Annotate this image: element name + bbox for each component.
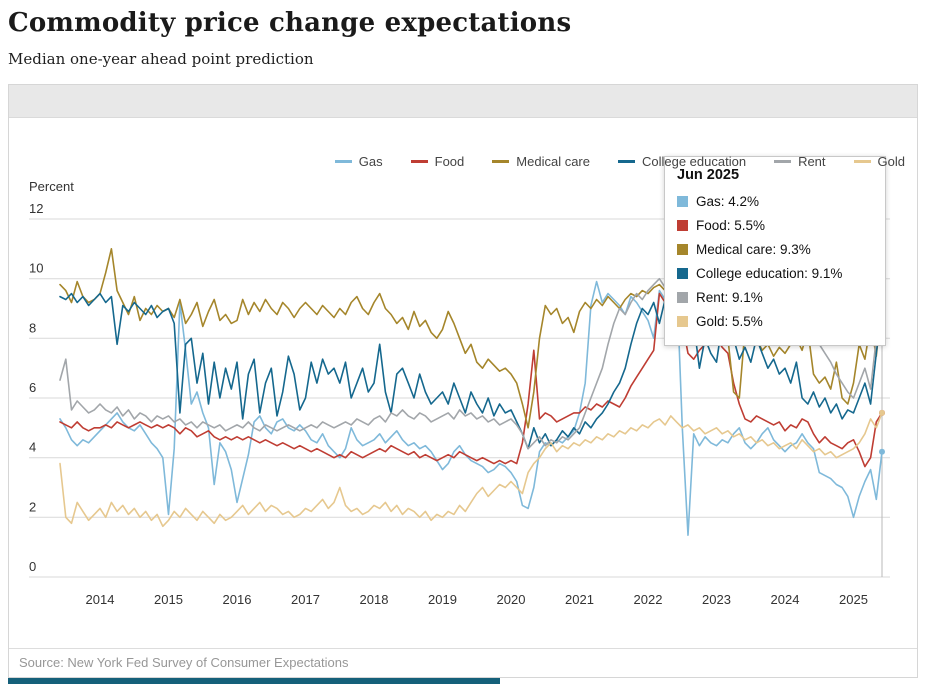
y-axis-tick-label: 10 (29, 261, 43, 276)
tooltip-swatch-medical-care (677, 243, 688, 255)
x-axis-tick-label: 2017 (291, 592, 320, 607)
legend-item-gas[interactable]: Gas (334, 154, 383, 169)
chart-tooltip: Jun 2025 Gas: 4.2% Food: 5.5% Medical care… (664, 156, 886, 346)
series-end-dot-gold (879, 409, 885, 416)
legend-item-college-education[interactable]: College education (617, 154, 747, 169)
x-axis-tick-label: 2024 (771, 592, 800, 607)
legend-label: Food (434, 154, 465, 169)
chart-footer: Source: New York Fed Survey of Consumer … (9, 648, 917, 677)
tooltip-row-gold: Gold: 5.5% (677, 309, 873, 333)
page-subtitle: Median one-year ahead point prediction (8, 50, 314, 68)
tooltip-row-college-education: College education: 9.1% (677, 261, 873, 285)
tooltip-value: Gas: 4.2% (696, 193, 760, 209)
x-axis-tick-label: 2018 (360, 592, 389, 607)
source-text: Source: New York Fed Survey of Consumer … (19, 655, 349, 670)
legend-label: Rent (798, 154, 826, 169)
x-axis-tick-label: 2022 (634, 592, 663, 607)
legend-swatch-rent (774, 160, 792, 163)
tooltip-swatch-rent (677, 291, 688, 303)
y-axis-tick-label: 8 (29, 320, 36, 335)
y-axis-tick-label: 12 (29, 201, 43, 216)
tooltip-value: College education: 9.1% (696, 265, 843, 281)
y-axis-tick-label: 6 (29, 380, 36, 395)
legend-label: Medical care (516, 154, 590, 169)
series-end-dot-gas (879, 448, 885, 455)
legend-item-gold[interactable]: Gold (853, 154, 905, 169)
series-line-gas[interactable] (59, 274, 883, 537)
legend-swatch-medical-care (492, 160, 510, 163)
x-axis-tick-label: 2021 (565, 592, 594, 607)
bottom-accent-bar (8, 678, 500, 684)
legend-item-rent[interactable]: Rent (774, 154, 826, 169)
x-axis-tick-label: 2016 (223, 592, 252, 607)
tooltip-value: Food: 5.5% (696, 217, 766, 233)
series-line-food[interactable] (59, 292, 883, 468)
y-axis-tick-label: 4 (29, 440, 36, 455)
x-axis-tick-label: 2019 (428, 592, 457, 607)
tooltip-title: Jun 2025 (677, 167, 740, 183)
legend-label: Gold (877, 154, 905, 169)
legend-swatch-food (410, 160, 428, 163)
legend-label: Gas (358, 154, 383, 169)
tooltip-value: Rent: 9.1% (696, 289, 763, 305)
x-axis-tick-label: 2020 (497, 592, 526, 607)
legend-swatch-college-education (617, 160, 635, 163)
x-axis-tick-label: 2015 (154, 592, 183, 607)
x-axis-tick-label: 2025 (839, 592, 868, 607)
chart-legend: Gas Food Medical care College education Rent… (334, 154, 905, 169)
legend-item-food[interactable]: Food (410, 154, 465, 169)
tooltip-value: Gold: 5.5% (696, 313, 763, 329)
chart-toolbar (9, 85, 917, 118)
tooltip-row-food: Food: 5.5% (677, 213, 873, 237)
tooltip-swatch-food (677, 219, 688, 231)
chart-widget: 12 10 8 6 4 2 0 Percent 2014 2015 2016 2017 2018 2019… (8, 84, 918, 678)
page-title: Commodity price change expectations (8, 8, 572, 38)
tooltip-swatch-gas (677, 195, 688, 207)
y-axis-tick-label: 0 (29, 559, 36, 574)
tooltip-row-rent: Rent: 9.1% (677, 285, 873, 309)
legend-swatch-gold (853, 160, 871, 163)
series-line-college-education[interactable] (59, 292, 883, 450)
series-line-gold[interactable] (59, 412, 883, 528)
x-axis-tick-label: 2023 (702, 592, 731, 607)
tooltip-row-gas: Gas: 4.2% (677, 189, 873, 213)
legend-item-medical-care[interactable]: Medical care (492, 154, 590, 169)
legend-swatch-gas (334, 160, 352, 163)
tooltip-swatch-gold (677, 315, 688, 327)
chart-body: 12 10 8 6 4 2 0 Percent 2014 2015 2016 2017 2018 2019… (9, 118, 917, 648)
y-axis-title: Percent (29, 179, 74, 194)
tooltip-row-medical-care: Medical care: 9.3% (677, 237, 873, 261)
y-axis-tick-label: 2 (29, 499, 36, 514)
tooltip-swatch-college-education (677, 267, 688, 279)
x-axis-tick-label: 2014 (86, 592, 115, 607)
legend-label: College education (641, 154, 747, 169)
tooltip-value: Medical care: 9.3% (696, 241, 811, 257)
tooltip-rows: Gas: 4.2% Food: 5.5% Medical care: 9.3% Col… (677, 189, 873, 333)
